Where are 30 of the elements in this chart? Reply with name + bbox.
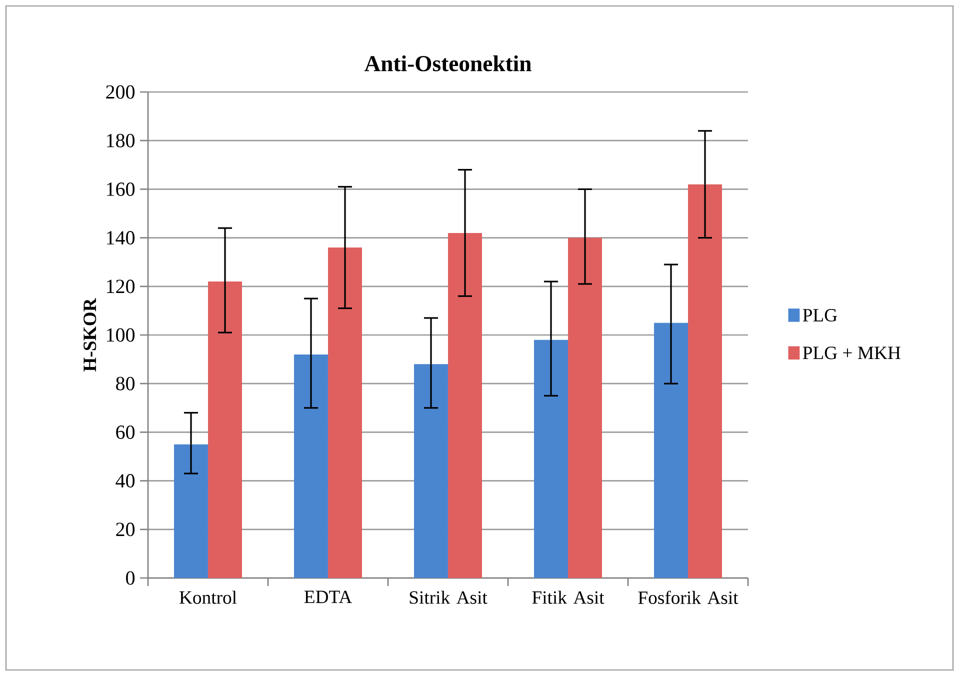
bar — [414, 364, 448, 578]
x-tick-label: Sitrik Asit — [410, 590, 488, 604]
bar — [654, 322, 688, 578]
x-tick-label: Fitik Asit — [532, 590, 604, 604]
y-tick-label: 140 — [107, 231, 135, 245]
y-tick-label: 120 — [107, 280, 135, 294]
y-tick-label: 160 — [107, 182, 135, 196]
x-tick-label: EDTA — [304, 590, 352, 604]
y-tick-label: 40 — [116, 474, 135, 488]
x-tick-label: Kontrol — [180, 590, 237, 604]
y-tick-label: 80 — [116, 376, 135, 390]
bar — [688, 184, 722, 578]
bar — [294, 354, 328, 578]
bar — [328, 248, 362, 578]
legend-label: PLG — [802, 308, 838, 322]
bar — [448, 232, 482, 578]
y-tick-label: 200 — [106, 85, 135, 99]
x-tick-label: Fosforik Asit — [638, 590, 738, 604]
bar — [208, 282, 242, 578]
bar — [568, 238, 602, 578]
y-tick-label: 180 — [107, 134, 135, 148]
bar — [534, 340, 568, 578]
y-axis-title: H-SKOR — [84, 298, 96, 372]
legend-label: PLG + MKH — [802, 346, 900, 360]
y-tick-label: 60 — [116, 425, 135, 439]
y-tick-label: 0 — [126, 571, 135, 585]
y-tick-label: 20 — [116, 522, 135, 536]
chart-title: Anti-Osteonektin — [364, 55, 532, 72]
y-tick-label: 100 — [107, 328, 135, 342]
bar — [174, 444, 208, 578]
